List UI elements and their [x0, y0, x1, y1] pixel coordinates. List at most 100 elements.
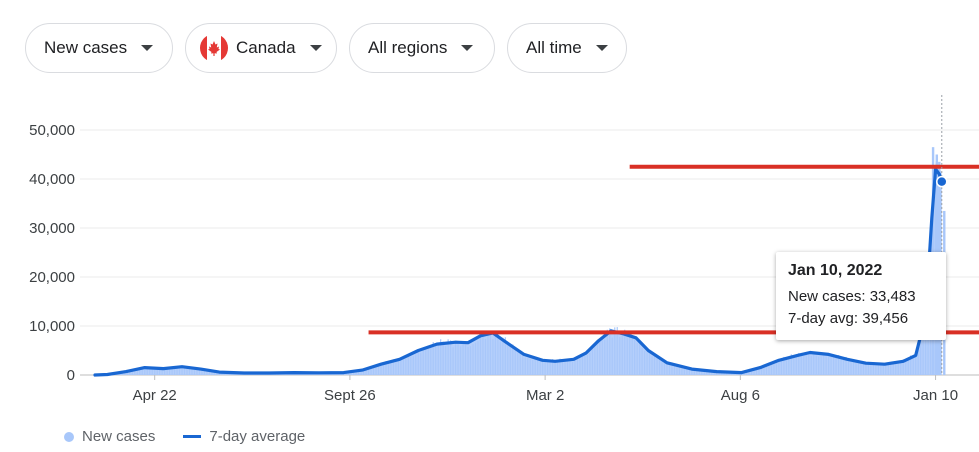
new-cases-bar: [514, 349, 516, 375]
new-cases-bar: [512, 344, 514, 375]
new-cases-bar: [462, 344, 464, 375]
new-cases-bar: [454, 340, 457, 375]
new-cases-bar: [183, 367, 186, 375]
new-cases-bar: [922, 326, 924, 375]
new-cases-bar: [203, 369, 206, 375]
new-cases-bar: [440, 339, 442, 375]
new-cases-bar: [800, 354, 802, 375]
new-cases-bar: [862, 362, 865, 375]
new-cases-bar: [778, 361, 780, 375]
new-cases-bar: [619, 337, 621, 375]
new-cases-bar: [703, 370, 705, 375]
new-cases-bar: [872, 365, 874, 375]
new-cases-bar: [644, 350, 646, 375]
new-cases-bar: [890, 364, 892, 375]
new-cases-bar: [885, 364, 887, 375]
x-tick-label: Sept 26: [324, 387, 376, 404]
chart-legend: New cases 7-day average: [64, 428, 305, 445]
region-dropdown-label: All regions: [368, 38, 448, 57]
new-cases-bar: [581, 356, 584, 375]
new-cases-bar: [815, 355, 817, 375]
new-cases-bar: [539, 361, 541, 375]
x-tick-label: Jan 10: [913, 387, 958, 404]
new-cases-bar: [867, 364, 870, 375]
new-cases-bar: [385, 361, 387, 375]
tooltip-new-cases: New cases: 33,483: [788, 288, 916, 305]
chart-tooltip: Jan 10, 2022 New cases: 33,483 7-day avg…: [776, 252, 946, 340]
new-cases-bar: [124, 372, 126, 375]
region-dropdown[interactable]: All regions: [349, 23, 495, 73]
new-cases-bar: [658, 359, 661, 375]
new-cases-bar: [604, 339, 606, 375]
new-cases-bar: [193, 368, 196, 375]
new-cases-bar: [840, 356, 842, 375]
new-cases-bar: [860, 362, 862, 375]
new-cases-bar: [770, 364, 773, 375]
y-tick-label: 50,000: [29, 122, 75, 139]
new-cases-bar: [857, 363, 860, 375]
new-cases-bar: [494, 330, 496, 375]
new-cases-bar: [624, 329, 626, 375]
new-cases-bar: [763, 367, 765, 375]
new-cases-bar: [547, 361, 549, 375]
new-cases-bar: [549, 360, 551, 375]
new-cases-bar: [663, 359, 666, 375]
new-cases-bar: [365, 369, 367, 375]
new-cases-bar: [681, 366, 683, 375]
new-cases-bar: [783, 356, 785, 375]
new-cases-bar: [661, 359, 663, 375]
seven-day-average-line-group: [93, 167, 944, 377]
new-cases-bar: [542, 360, 544, 375]
new-cases-bar: [474, 342, 477, 375]
new-cases-bar: [795, 356, 797, 375]
new-cases-bar: [870, 364, 872, 375]
time-range-dropdown[interactable]: All time: [507, 23, 627, 73]
new-cases-bar: [601, 337, 603, 375]
new-cases-bar: [129, 371, 131, 375]
new-cases-bar: [877, 365, 879, 375]
new-cases-bar: [656, 355, 658, 375]
new-cases-bar: [591, 348, 593, 375]
new-cases-bar: [524, 357, 526, 375]
new-cases-bar: [467, 346, 469, 375]
new-cases-bar: [750, 369, 753, 375]
new-cases-bar: [910, 355, 912, 375]
location-dropdown[interactable]: Canada: [185, 23, 337, 73]
location-dropdown-label: Canada: [236, 38, 296, 57]
new-cases-bar: [507, 344, 509, 375]
new-cases-bar: [387, 362, 390, 375]
canada-flag-icon: [200, 34, 228, 62]
seven-day-average-line: [93, 167, 944, 377]
new-cases-bar: [584, 356, 586, 375]
new-cases-bar: [648, 353, 651, 375]
new-cases-bar: [576, 357, 579, 375]
new-cases-bar: [569, 358, 571, 375]
new-cases-bar: [472, 344, 474, 375]
new-cases-bar: [683, 367, 685, 375]
new-cases-bar: [780, 358, 782, 375]
new-cases-bar: [805, 352, 807, 375]
new-cases-bar: [589, 352, 591, 375]
new-cases-bar: [375, 365, 377, 375]
new-cases-bar: [880, 365, 882, 375]
new-cases-bar: [509, 345, 511, 375]
new-cases-bar: [427, 349, 429, 375]
new-cases-bar: [790, 354, 792, 375]
new-cases-bar: [422, 349, 424, 375]
new-cases-bar: [837, 355, 840, 375]
new-cases-bar: [131, 370, 133, 375]
new-cases-bar: [457, 341, 459, 375]
new-cases-bar: [355, 371, 357, 375]
new-cases-bar: [487, 331, 489, 375]
new-cases-bar: [178, 367, 181, 375]
new-cases-bar: [626, 337, 628, 375]
new-cases-bar: [614, 327, 616, 375]
new-cases-bar: [892, 362, 894, 375]
metric-dropdown[interactable]: New cases: [25, 23, 173, 73]
new-cases-bar: [464, 344, 467, 375]
new-cases-bar: [639, 343, 641, 375]
tooltip-date: Jan 10, 2022: [788, 262, 883, 279]
new-cases-bar: [825, 356, 827, 375]
chevron-down-icon: [595, 45, 608, 51]
new-cases-bar: [554, 361, 556, 375]
